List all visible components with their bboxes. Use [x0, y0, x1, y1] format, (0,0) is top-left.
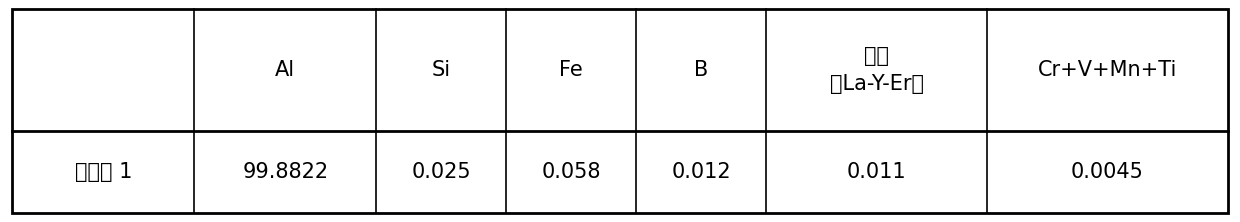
Text: Fe: Fe: [559, 60, 583, 80]
Text: 稀土
（La-Y-Er）: 稀土 （La-Y-Er）: [830, 46, 924, 94]
Text: Cr+V+Mn+Ti: Cr+V+Mn+Ti: [1038, 60, 1177, 80]
Text: 0.058: 0.058: [542, 162, 601, 182]
Text: 0.012: 0.012: [671, 162, 732, 182]
Text: Al: Al: [275, 60, 295, 80]
Text: 0.025: 0.025: [412, 162, 471, 182]
Text: 0.011: 0.011: [847, 162, 906, 182]
Text: 0.0045: 0.0045: [1071, 162, 1143, 182]
Text: 99.8822: 99.8822: [242, 162, 329, 182]
Text: 实施例 1: 实施例 1: [74, 162, 133, 182]
Text: B: B: [694, 60, 708, 80]
Text: Si: Si: [432, 60, 451, 80]
